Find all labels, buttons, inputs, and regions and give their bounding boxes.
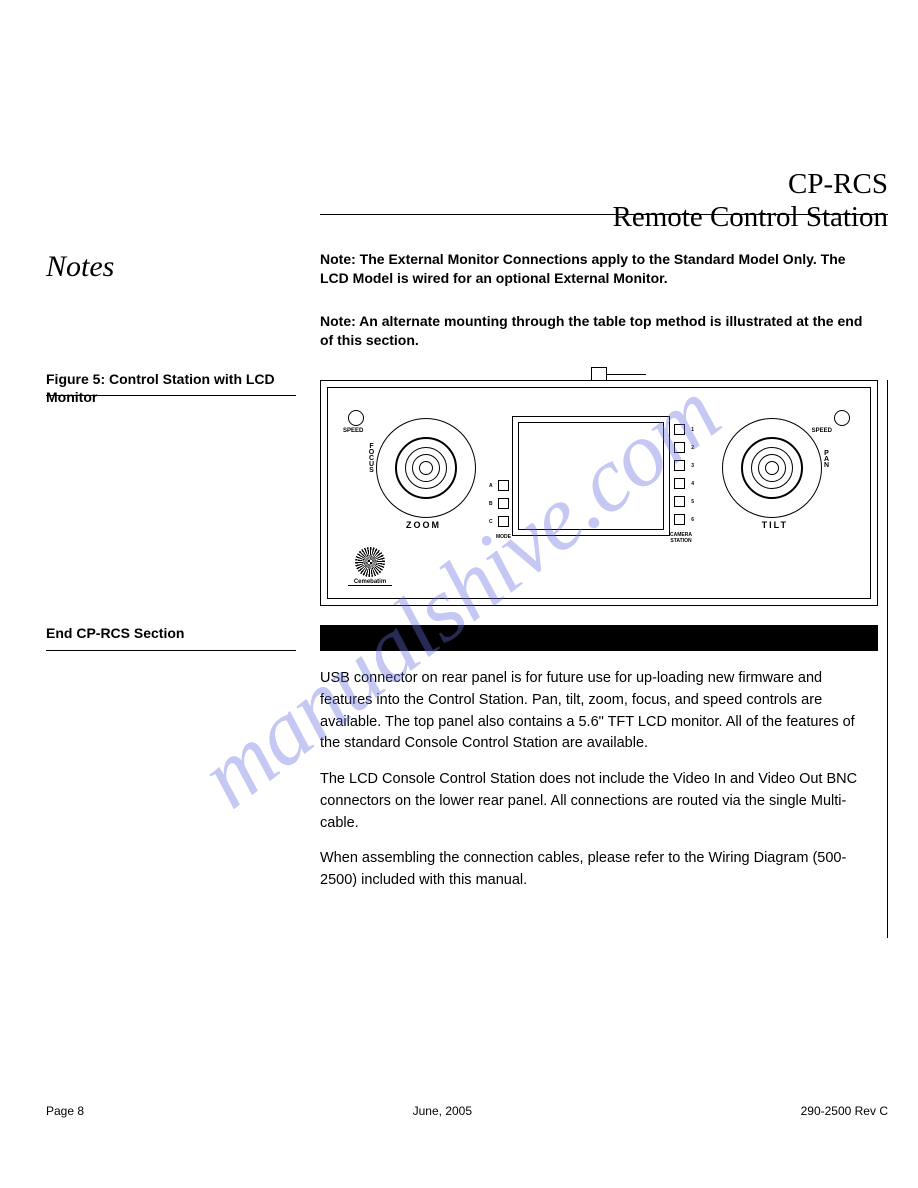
- note-1: Note: The External Monitor Connections a…: [320, 250, 870, 288]
- body-paragraph-3: When assembling the connection cables, p…: [320, 848, 870, 892]
- mode-button-a: [498, 480, 509, 491]
- camera-button-3: [674, 460, 685, 471]
- right-speed-label: SPEED: [812, 428, 832, 434]
- figure-number: Figure 5:: [46, 371, 105, 387]
- product-name: CP-RCS: [613, 168, 889, 201]
- end-section-rule: [46, 650, 296, 651]
- left-joystick: [376, 418, 476, 518]
- camera-button-2: [674, 442, 685, 453]
- control-panel-diagram: SPEED SPEED FOCUS ZOOM PAN TILT MODE: [320, 380, 878, 606]
- notes-heading: Notes: [46, 250, 114, 284]
- right-speed-button: [834, 410, 850, 426]
- figure-caption: Figure 5: Control Station with LCD Monit…: [46, 370, 286, 406]
- note-2: Note: An alternate mounting through the …: [320, 312, 870, 350]
- figure-caption-rule: [46, 395, 296, 396]
- mode-column-label: MODE: [496, 534, 511, 540]
- body-paragraph-2: The LCD Console Control Station does not…: [320, 769, 870, 834]
- footer-date: June, 2005: [413, 1104, 472, 1118]
- mode-button-column: MODE: [498, 480, 509, 534]
- panel-latch-icon: [591, 367, 607, 381]
- mode-button-c: [498, 516, 509, 527]
- body-paragraph-1: USB connector on rear panel is for futur…: [320, 668, 870, 755]
- brand-name: Cemebatim: [348, 579, 392, 586]
- right-joystick-vert-label: PAN: [823, 450, 830, 468]
- panel-inner-border: SPEED SPEED FOCUS ZOOM PAN TILT MODE: [327, 387, 871, 599]
- brand-logo: Cemebatim: [348, 547, 392, 586]
- header-rule: [320, 214, 888, 215]
- right-margin-rule: [887, 380, 888, 938]
- page-header: CP-RCS Remote Control Station: [613, 168, 889, 234]
- footer-page: Page 8: [46, 1104, 84, 1118]
- sunburst-icon: [355, 547, 385, 577]
- camera-column-label: CAMERA STATION: [664, 532, 698, 544]
- right-joystick: [722, 418, 822, 518]
- camera-button-5: [674, 496, 685, 507]
- body-copy: USB connector on rear panel is for futur…: [320, 668, 870, 906]
- camera-button-column: CAMERA STATION: [674, 424, 685, 532]
- camera-button-4: [674, 478, 685, 489]
- camera-button-6: [674, 514, 685, 525]
- end-section-caption: End CP-RCS Section: [46, 625, 184, 641]
- page-footer: Page 8 June, 2005 290-2500 Rev C: [46, 1104, 888, 1118]
- left-speed-button: [348, 410, 364, 426]
- right-joystick-bottom-label: TILT: [762, 520, 788, 530]
- mode-button-b: [498, 498, 509, 509]
- left-speed-label: SPEED: [343, 428, 363, 434]
- left-joystick-bottom-label: ZOOM: [406, 520, 441, 530]
- camera-button-1: [674, 424, 685, 435]
- footer-rev: 290-2500 Rev C: [801, 1104, 888, 1118]
- left-joystick-vert-label: FOCUS: [368, 443, 375, 473]
- product-subtitle: Remote Control Station: [613, 201, 889, 234]
- section-end-bar: [320, 625, 878, 651]
- lcd-screen: [512, 416, 670, 536]
